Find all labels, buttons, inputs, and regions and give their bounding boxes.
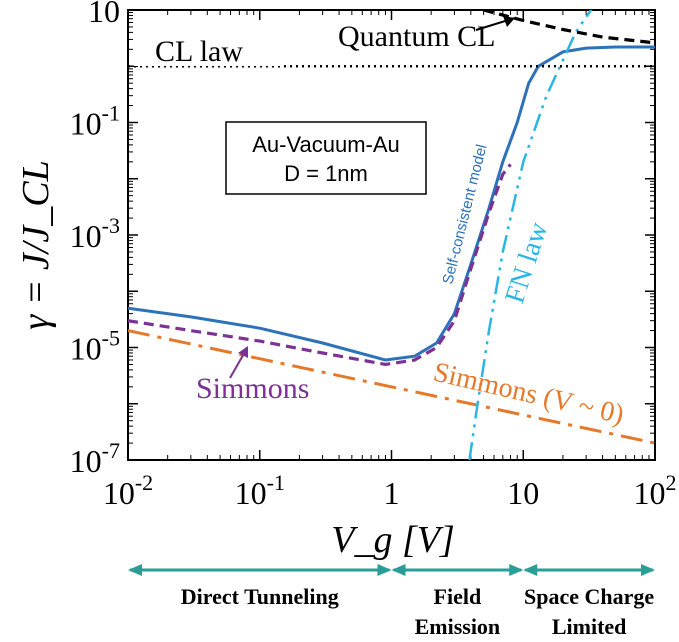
info-box-line-2: D = 1nm <box>284 161 368 186</box>
y-axis-label: γ = J/J_CL <box>15 160 57 329</box>
x-tick-label: 102 <box>634 470 677 511</box>
x-tick-label: 10 <box>507 475 539 511</box>
region-label: Limited <box>552 614 627 639</box>
x-tick-label: 10-2 <box>103 470 153 511</box>
region-arrowhead-left <box>128 564 142 576</box>
annotations: CL law Quantum CL Self-consistent model FN … <box>134 16 627 431</box>
x-tick-label: 1 <box>384 475 400 511</box>
simmons-arrowhead <box>238 346 248 358</box>
region-label: Direct Tunneling <box>181 584 339 609</box>
cl-law-label-bg <box>134 32 284 66</box>
info-box-line-1: Au-Vacuum-Au <box>252 132 400 157</box>
region-label: Field <box>434 584 482 609</box>
info-box-frame <box>225 121 427 195</box>
x-axis-label: V_g [V] <box>331 519 455 561</box>
series-line-simmons <box>128 163 512 366</box>
regions: Direct Tunneling Field Emission Space Charg… <box>128 564 655 639</box>
quantum-cl-label: Quantum CL <box>338 20 496 53</box>
y-tick-label: 10-1 <box>70 101 120 142</box>
region-arrowhead-left <box>523 564 538 576</box>
y-tick-label: 10-7 <box>70 438 120 479</box>
fn-law-label: FN law <box>499 218 554 307</box>
cl-law-label: CL law <box>155 35 243 68</box>
region-arrowhead-right <box>509 564 524 576</box>
series-group <box>128 10 655 460</box>
region-arrowhead-left <box>391 564 406 576</box>
series-line-self-consistent-model <box>128 45 655 362</box>
region-arrowhead-right <box>641 564 655 576</box>
series-line-quantum-cl <box>483 10 655 45</box>
region-label: Space Charge <box>524 584 654 609</box>
info-box: Au-Vacuum-Au D = 1nm <box>225 121 427 195</box>
region-label: Emission <box>415 614 501 639</box>
self-consistent-label: Self-consistent model <box>439 143 490 286</box>
simmons-label: Simmons <box>196 372 309 405</box>
x-tick-label: 10-1 <box>235 470 285 511</box>
series-line-fn-law <box>468 10 593 460</box>
axis-ticks: 10-2 10-1 1 10 102 10-7 10-5 10-3 10-1 10 <box>70 0 677 511</box>
y-tick-label: 10-5 <box>70 326 120 367</box>
y-tick-label: 10-3 <box>70 213 120 254</box>
simmons-v0-label: Simmons (V ~ 0) <box>430 357 626 431</box>
y-tick-label: 10 <box>88 0 120 29</box>
region-arrowhead-right <box>377 564 392 576</box>
series-line-simmons-v-0- <box>128 329 655 445</box>
quantum-cl-arrowhead <box>503 16 515 27</box>
